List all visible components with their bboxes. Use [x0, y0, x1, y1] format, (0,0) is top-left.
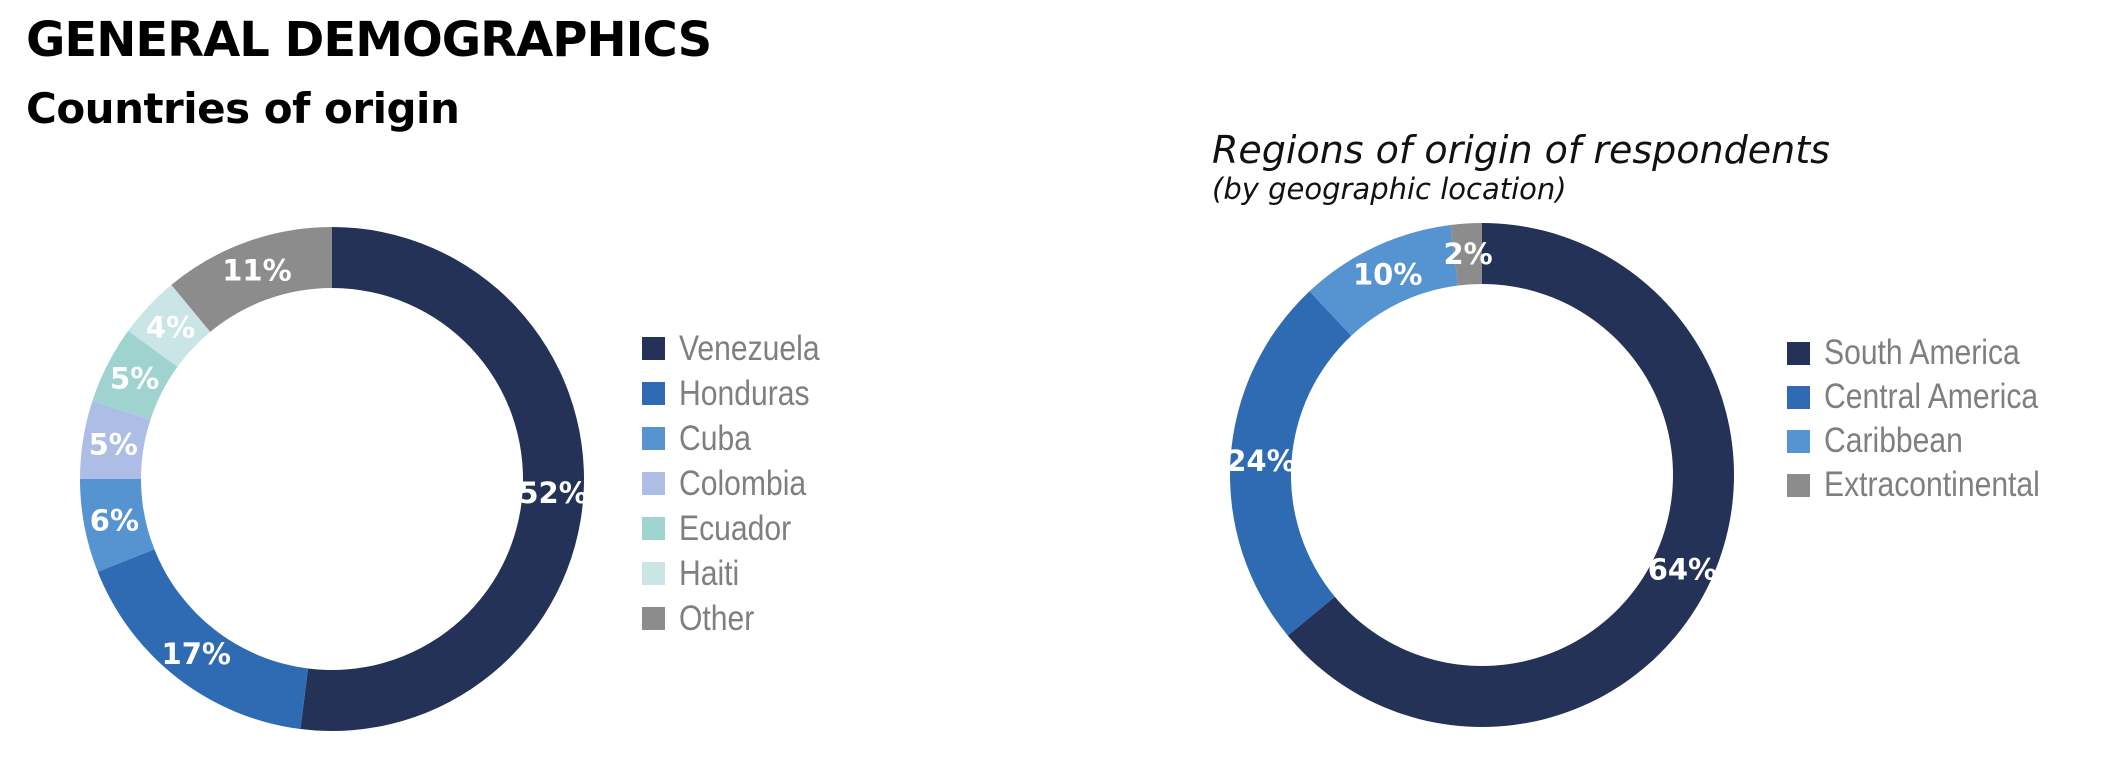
- legend-item-ecuador: Ecuador: [642, 506, 842, 551]
- legend-item-cuba: Cuba: [642, 416, 842, 461]
- legend-item-extracontinental: Extracontinental: [1787, 463, 2075, 507]
- data-label-central-america: 24%: [1226, 444, 1295, 478]
- legend-swatch: [642, 472, 665, 495]
- legend-item-colombia: Colombia: [642, 461, 842, 506]
- chart-subtitle: (by geographic location): [1212, 172, 1567, 206]
- countries-legend: Venezuela Honduras Cuba Colombia Ecuador Hait…: [642, 326, 842, 641]
- legend-swatch: [1787, 473, 1810, 497]
- donut-slice-colombia: [80, 401, 151, 479]
- legend-swatch: [1787, 341, 1810, 365]
- legend-item-honduras: Honduras: [642, 371, 842, 416]
- legend-label: Ecuador: [679, 508, 792, 548]
- data-label-south-america: 64%: [1648, 552, 1717, 586]
- legend-item-caribbean: Caribbean: [1787, 419, 2075, 463]
- legend-label: Haiti: [679, 553, 740, 593]
- legend-item-south-america: South America: [1787, 331, 2075, 375]
- legend-label: Cuba: [679, 418, 751, 458]
- countries-donut-chart: 52% 17% 6% 5% 5% 4% 11%: [80, 227, 588, 732]
- donut-slice-ecuador: [92, 330, 178, 420]
- regions-legend: South America Central America Caribbean Ext…: [1787, 331, 2075, 507]
- legend-swatch: [642, 562, 665, 585]
- data-label-ecuador: 5%: [110, 361, 159, 395]
- donut-slice-south-america: [1287, 223, 1735, 727]
- legend-item-venezuela: Venezuela: [642, 326, 842, 371]
- legend-label: Honduras: [679, 373, 810, 413]
- data-label-honduras: 17%: [162, 637, 231, 671]
- donut-slice-honduras: [97, 549, 309, 730]
- section-title: Countries of origin: [26, 84, 460, 133]
- donut-slice-cuba: [80, 479, 155, 572]
- legend-item-haiti: Haiti: [642, 551, 842, 596]
- legend-swatch: [642, 382, 665, 405]
- chart-title: Regions of origin of respondents: [1212, 128, 1830, 172]
- donut-slice-venezuela: [300, 227, 585, 732]
- data-label-colombia: 5%: [89, 427, 138, 461]
- legend-swatch: [1787, 429, 1810, 453]
- data-label-extracontinental: 2%: [1443, 237, 1492, 271]
- legend-swatch: [642, 607, 665, 630]
- data-label-other: 11%: [222, 254, 291, 288]
- legend-swatch: [642, 337, 665, 360]
- legend-item-other: Other: [642, 596, 842, 641]
- legend-label: Central America: [1824, 377, 2039, 416]
- data-label-cuba: 6%: [90, 504, 139, 538]
- donut-slice-haiti: [128, 284, 211, 367]
- legend-label: Venezuela: [679, 328, 820, 368]
- page-title: GENERAL DEMOGRAPHICS: [26, 12, 712, 68]
- data-label-venezuela: 52%: [518, 476, 587, 510]
- donut-slice-central-america: [1230, 291, 1352, 636]
- legend-swatch: [642, 427, 665, 450]
- legend-swatch: [1787, 385, 1810, 409]
- legend-label: South America: [1824, 333, 2020, 372]
- regions-donut-chart: 64% 24% 10% 2%: [1226, 223, 1735, 727]
- donut-slice-caribbean: [1309, 224, 1459, 336]
- data-label-haiti: 4%: [146, 310, 195, 344]
- legend-label: Colombia: [679, 463, 807, 503]
- legend-item-central-america: Central America: [1787, 375, 2075, 419]
- donut-slice-extracontinental: [1450, 223, 1482, 286]
- legend-label: Extracontinental: [1824, 465, 2040, 504]
- data-label-caribbean: 10%: [1353, 258, 1422, 292]
- legend-swatch: [642, 517, 665, 540]
- donut-slice-other: [171, 227, 332, 332]
- legend-label: Caribbean: [1824, 421, 1963, 460]
- legend-label: Other: [679, 598, 755, 638]
